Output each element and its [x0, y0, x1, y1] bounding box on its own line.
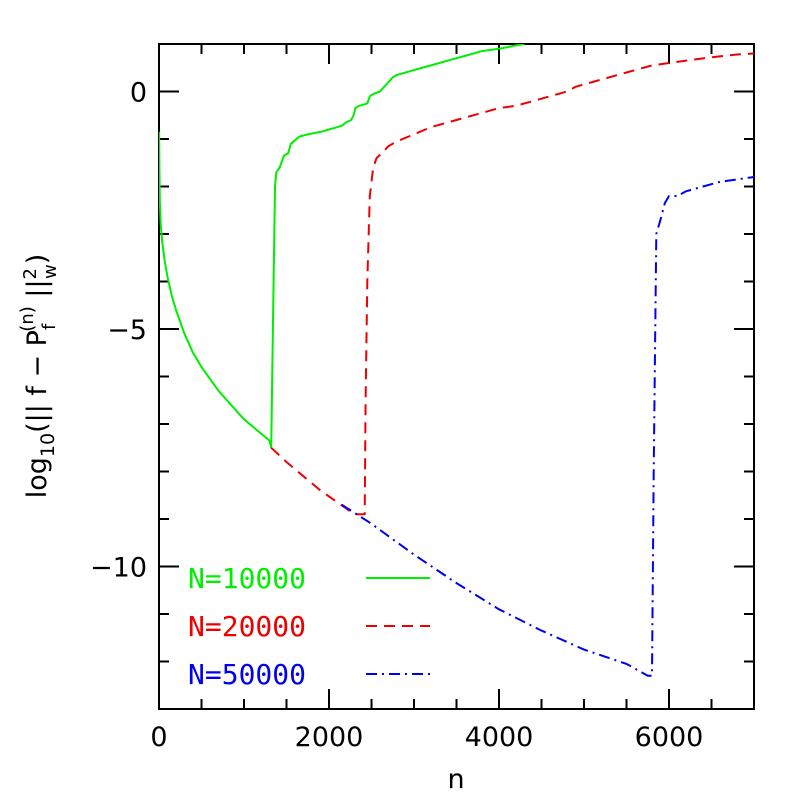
y-tick-label: −5	[107, 315, 147, 346]
y-axis-title-sub: f	[39, 323, 60, 330]
y-axis-title-norm-sup: 2	[20, 268, 41, 279]
y-axis-title-end: )	[22, 254, 53, 265]
axis-ticks	[158, 43, 755, 710]
x-tick-label: 4000	[465, 722, 534, 753]
series-line-n-20000	[270, 52, 754, 516]
y-tick-label: 0	[130, 78, 147, 109]
series-lines	[159, 44, 754, 677]
series-line-n-10000	[159, 44, 525, 449]
series-line-n-50000	[341, 176, 754, 677]
x-tick-label: 6000	[635, 722, 704, 753]
legend-label: N=20000	[188, 610, 306, 643]
y-axis-title-base: 10	[37, 433, 59, 457]
x-tick-label: 0	[150, 722, 167, 753]
y-axis-title: log10(|| f − Pf(n) ||2w)	[17, 254, 61, 499]
y-axis-title-norm-sub: w	[40, 264, 61, 279]
y-axis-title-sup: (n)	[17, 306, 38, 331]
x-tick-label: 2000	[295, 722, 364, 753]
x-axis-title: n	[447, 764, 464, 795]
legend-label: N=10000	[188, 562, 306, 595]
y-axis-title-open: (|| f − P	[22, 330, 53, 433]
y-tick-label: −10	[90, 553, 147, 584]
y-axis-title-close: ||	[22, 279, 53, 306]
y-axis-title-log: log	[22, 457, 53, 498]
legend: N=10000 N=20000 N=50000	[188, 562, 430, 691]
legend-label: N=50000	[188, 658, 306, 691]
axis-tick-labels: 0 2000 4000 6000 −10 −5 0	[90, 78, 703, 754]
